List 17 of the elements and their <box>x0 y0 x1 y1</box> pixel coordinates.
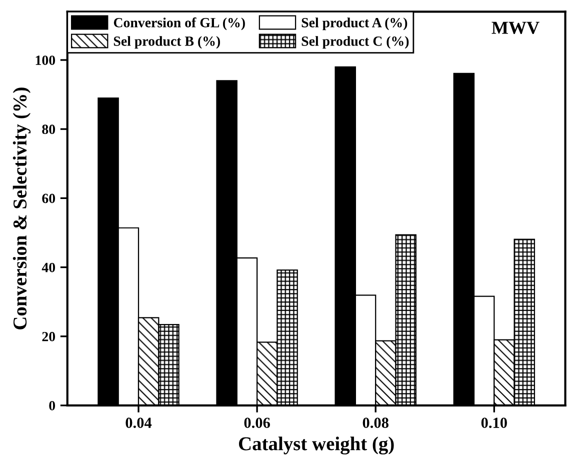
legend-label: Sel product A (%) <box>302 18 408 30</box>
legend-label: Conversion of GL (%) <box>114 17 245 30</box>
x-tick-label: 0.06 <box>244 418 270 428</box>
annotation: MWV <box>492 22 540 34</box>
y-tick-label: 20 <box>42 332 56 342</box>
x-tick-label: 0.10 <box>481 418 507 428</box>
y-tick-label: 80 <box>42 124 56 134</box>
y-tick-label: 60 <box>42 194 56 204</box>
x-tick-label: 0.04 <box>126 418 152 428</box>
y-axis-title: Conversion & Selectivity (%) <box>12 88 31 330</box>
legend-label: Sel product B (%) <box>114 36 220 49</box>
y-tick-label: 0 <box>49 401 56 410</box>
x-axis-title: Catalyst weight (g) <box>238 436 394 454</box>
y-tick-label: 40 <box>42 262 56 272</box>
x-tick-label: 0.08 <box>362 418 388 428</box>
legend-label: Sel product C (%) <box>302 36 409 49</box>
y-tick-label: 100 <box>36 56 56 65</box>
